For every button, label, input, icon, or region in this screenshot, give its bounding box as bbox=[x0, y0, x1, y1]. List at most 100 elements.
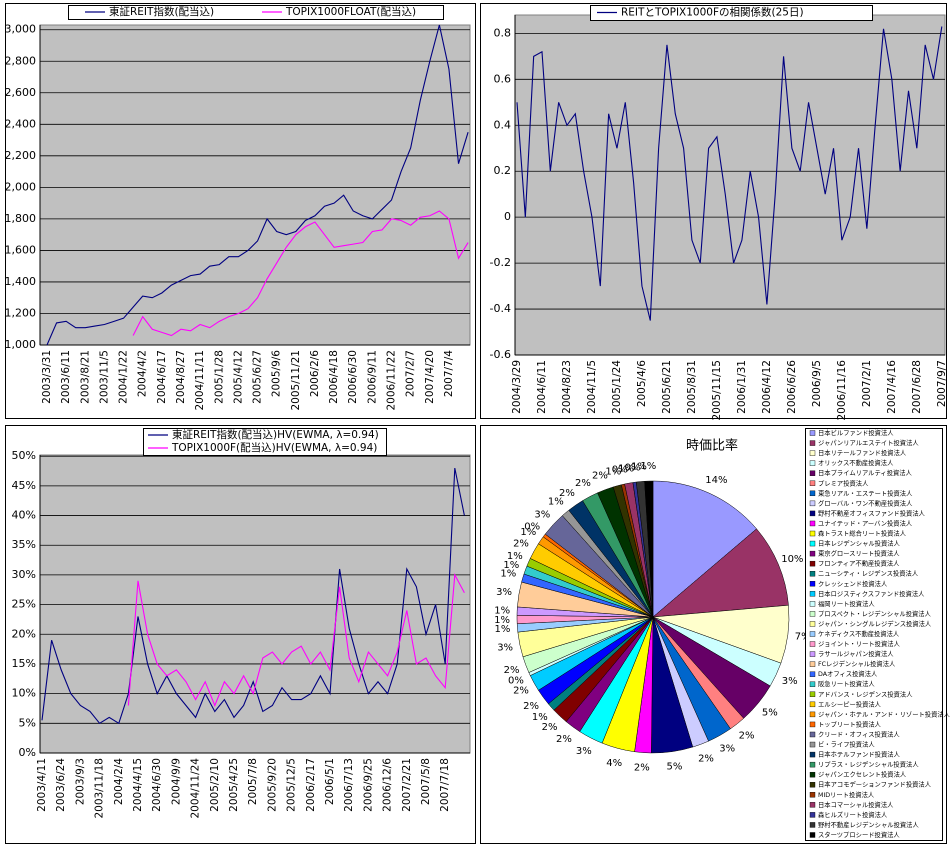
y-tick-label: 2,200 bbox=[5, 149, 37, 162]
legend-label: ラサールジャパン投資法人 bbox=[818, 649, 894, 658]
x-tick-label: 2006/4/18 bbox=[328, 350, 340, 404]
legend-label: 東京グロースリート投資法人 bbox=[818, 549, 900, 558]
pie-value-label: 2% bbox=[575, 478, 591, 489]
legend-label: 日本ビルファンド投資法人 bbox=[818, 428, 894, 437]
pie-value-label: 3% bbox=[497, 643, 513, 654]
pie-value-label: 5% bbox=[762, 708, 778, 719]
x-tick-label: 2007/6/28 bbox=[911, 360, 923, 414]
pie-value-label: 7% bbox=[795, 632, 811, 643]
legend-label: ニューシティ・レジデンス投資法人 bbox=[818, 569, 919, 578]
legend-label: 森トラスト総合リート投資法人 bbox=[818, 529, 907, 538]
x-tick-label: 2004/4/15 bbox=[132, 758, 144, 812]
legend-label: ジャパン・シングルレジデンス投資法人 bbox=[818, 619, 932, 628]
legend-swatch bbox=[809, 571, 816, 577]
x-tick-label: 2005/9/6 bbox=[271, 350, 283, 397]
legend-label: クレッシェンド投資法人 bbox=[818, 579, 888, 588]
y-tick-label: 30% bbox=[12, 568, 36, 581]
legend-label: ジャパンエクセレント投資法人 bbox=[818, 770, 907, 779]
x-tick-label: 2004/9/9 bbox=[170, 758, 182, 805]
legend-swatch bbox=[809, 691, 816, 697]
legend-label: プレミア投資法人 bbox=[818, 478, 869, 487]
legend-swatch bbox=[809, 520, 816, 527]
x-tick-label: 2006/9/11 bbox=[366, 350, 378, 404]
legend-label: 日本リテールファンド投資法人 bbox=[818, 448, 907, 457]
y-tick-label: 10% bbox=[12, 687, 36, 700]
legend-swatch bbox=[809, 782, 816, 788]
legend-label: 東証REIT指数(配当込)HV(EWMA, λ=0.94) bbox=[172, 428, 379, 441]
y-tick-label: 45% bbox=[12, 479, 36, 492]
legend-swatch bbox=[809, 761, 816, 768]
x-tick-label: 2004/11/11 bbox=[194, 350, 206, 411]
legend-swatch bbox=[809, 611, 816, 617]
pie-value-label: 1% bbox=[640, 461, 656, 472]
legend-label: 日本レジデンシャル投資法人 bbox=[818, 539, 901, 548]
pie-slice bbox=[644, 480, 654, 618]
pie-value-label: 2% bbox=[592, 471, 608, 482]
x-tick-label: 2003/11/18 bbox=[94, 758, 106, 819]
legend-swatch bbox=[809, 470, 816, 476]
x-tick-label: 2007/7/4 bbox=[443, 350, 455, 397]
legend-label: ケネディクス不動産投資法人 bbox=[818, 629, 900, 638]
legend-swatch bbox=[809, 661, 816, 667]
legend-label: 日本アコモデーションファンド投資法人 bbox=[818, 780, 932, 789]
series-line bbox=[516, 26, 943, 321]
legend-swatch bbox=[809, 651, 816, 657]
legend-swatch bbox=[809, 802, 816, 808]
legend-label: グローバル・ワン不動産投資法人 bbox=[818, 498, 913, 507]
x-tick-label: 2004/2/4 bbox=[113, 758, 125, 805]
legend-swatch bbox=[809, 430, 816, 436]
x-tick-label: 2004/11/24 bbox=[190, 758, 202, 819]
x-tick-label: 2005/2/10 bbox=[209, 758, 221, 812]
legend-swatch bbox=[809, 480, 816, 486]
y-tick-label: 25% bbox=[12, 598, 36, 611]
pie-value-label: 3% bbox=[576, 746, 592, 757]
y-tick-label: -0.4 bbox=[490, 302, 511, 315]
legend-swatch bbox=[809, 490, 816, 497]
legend-swatch bbox=[809, 792, 816, 798]
legend-label: ユナイテッド・アーバン投資法人 bbox=[818, 518, 913, 527]
legend-label: リプラス・レジデンシャル投資法人 bbox=[818, 760, 919, 769]
legend-label: 日本ホテルファンド投資法人 bbox=[818, 750, 901, 759]
legend-box bbox=[68, 5, 444, 20]
legend-swatch bbox=[809, 500, 816, 507]
x-tick-label: 2003/9/3 bbox=[74, 758, 86, 805]
legend-label: 森ヒルズリート投資法人 bbox=[818, 810, 888, 819]
x-tick-label: 2003/8/21 bbox=[79, 350, 91, 404]
x-tick-label: 2007/5/8 bbox=[420, 758, 432, 805]
x-tick-label: 2004/6/11 bbox=[536, 360, 548, 414]
x-tick-label: 2007/2/21 bbox=[401, 758, 413, 812]
legend-swatch bbox=[809, 641, 816, 647]
x-tick-label: 2007/7/18 bbox=[439, 758, 451, 812]
legend-swatch bbox=[809, 591, 816, 597]
x-tick-label: 2006/11/22 bbox=[386, 350, 398, 411]
legend-label: スターツプロシード投資法人 bbox=[818, 830, 900, 839]
legend-swatch bbox=[809, 711, 816, 718]
x-tick-label: 2005/4/25 bbox=[228, 758, 240, 812]
x-tick-label: 2006/5/1 bbox=[324, 758, 336, 805]
y-tick-label: 20% bbox=[12, 627, 36, 640]
legend-swatch bbox=[809, 540, 816, 547]
x-tick-label: 2006/9/25 bbox=[362, 758, 374, 812]
y-tick-label: 0% bbox=[19, 746, 36, 759]
x-tick-label: 2004/6/30 bbox=[151, 758, 163, 812]
pie-value-label: 0% bbox=[625, 462, 641, 473]
x-tick-label: 2006/2/6 bbox=[309, 350, 321, 397]
pie-value-label: 1% bbox=[494, 605, 510, 616]
x-tick-label: 2005/11/21 bbox=[290, 350, 302, 411]
pie-value-label: 3% bbox=[782, 676, 798, 687]
y-tick-label: 0.8 bbox=[494, 26, 512, 39]
pie-value-label: 3% bbox=[534, 509, 550, 520]
legend-swatch bbox=[809, 741, 816, 748]
y-tick-label: 1,200 bbox=[5, 306, 37, 319]
y-tick-label: 3,000 bbox=[5, 23, 37, 36]
pie-value-label: 2% bbox=[698, 753, 714, 764]
pie-value-label: 2% bbox=[513, 539, 529, 550]
legend-label: 野村不動産レジデンシャル投資法人 bbox=[818, 820, 919, 829]
x-tick-label: 2006/9/5 bbox=[811, 360, 823, 407]
y-tick-label: 15% bbox=[12, 657, 36, 670]
legend-box bbox=[805, 428, 943, 841]
x-tick-label: 2005/9/20 bbox=[266, 758, 278, 812]
legend-label: TOPIX1000F(配当込)HV(EWMA, λ=0.94) bbox=[171, 441, 377, 454]
legend-swatch bbox=[809, 822, 816, 828]
